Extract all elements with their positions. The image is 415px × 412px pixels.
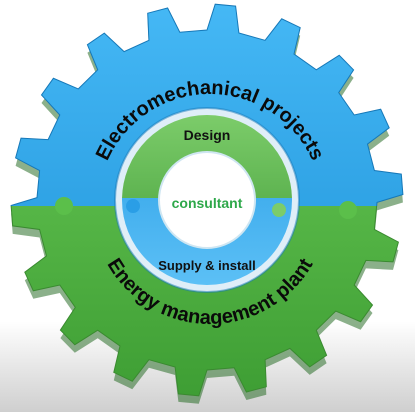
ring-bottom-label: Supply & install [158,258,256,273]
gear-top-half [10,3,404,206]
ring-puzzle-joints [126,199,286,217]
center-label: consultant [172,195,243,211]
ring-top-label: Design [184,127,231,143]
gear-bottom-half [10,206,399,397]
puzzle-joints [55,197,357,219]
center-disc [159,152,255,248]
